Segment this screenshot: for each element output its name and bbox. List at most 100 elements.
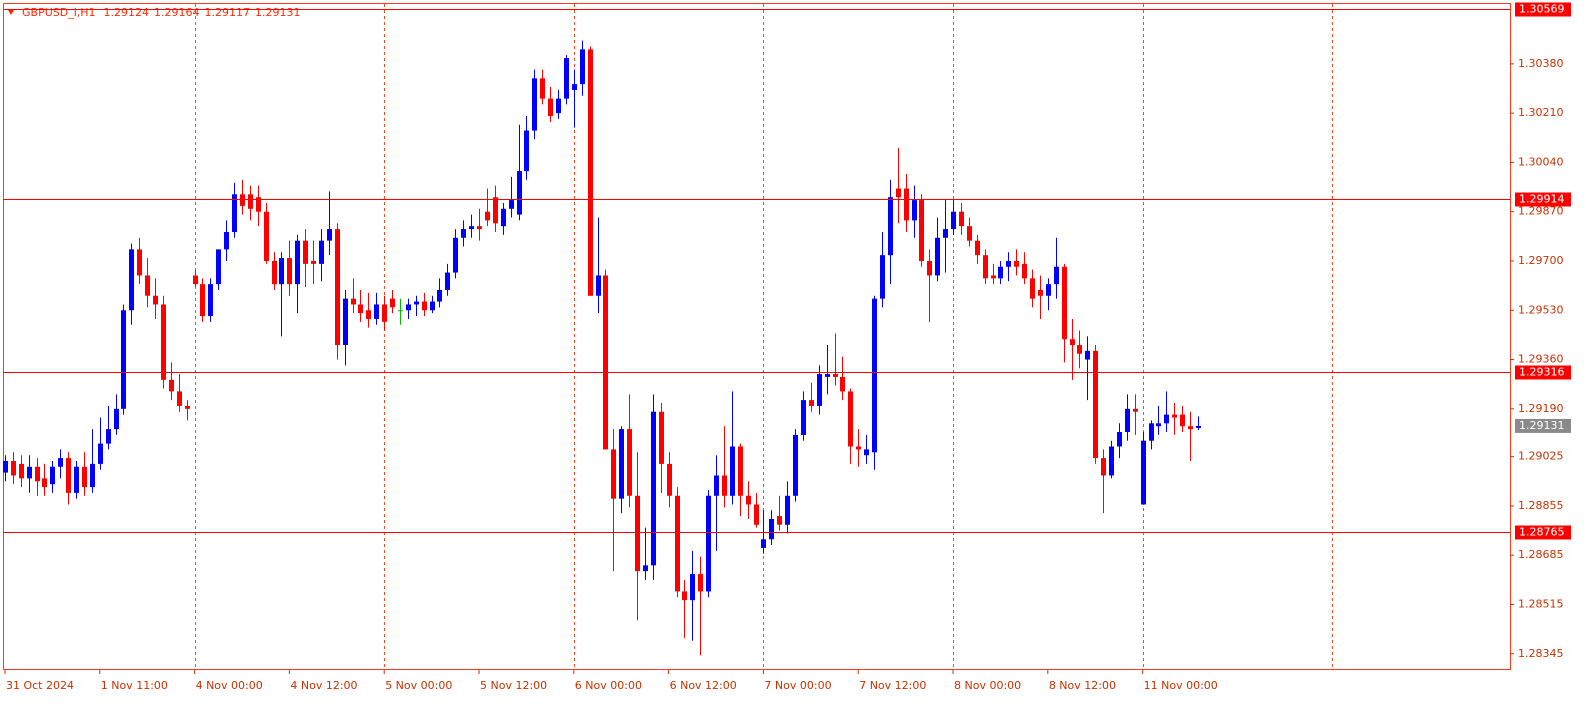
candle-body: [1180, 414, 1185, 427]
x-tick-label: 7 Nov 00:00: [764, 679, 831, 692]
candle-body: [493, 197, 498, 224]
x-tick-label: 4 Nov 00:00: [196, 679, 263, 692]
y-tick-label: 1.30210: [1518, 106, 1564, 119]
candle-body: [619, 429, 624, 499]
level-label: 1.30569: [1519, 3, 1565, 16]
x-tick-label: 5 Nov 12:00: [480, 679, 547, 692]
candle-body: [524, 130, 529, 172]
candle-body: [303, 240, 308, 264]
candle-body: [611, 449, 616, 499]
candle-body: [390, 298, 395, 308]
candle-body: [406, 304, 411, 311]
candle-body: [690, 574, 695, 601]
candle-body: [90, 463, 95, 488]
candle-body: [248, 194, 253, 209]
candle-body: [200, 284, 205, 317]
candle-body: [817, 374, 822, 406]
candle-body: [19, 463, 24, 479]
candle-body: [809, 400, 814, 406]
candle-body: [785, 495, 790, 525]
candle-body: [295, 240, 300, 285]
candle-body: [532, 78, 537, 131]
candle-body: [675, 495, 680, 592]
candle-body: [50, 466, 55, 485]
candle-body: [106, 429, 111, 444]
candle-body: [224, 231, 229, 250]
candle-body: [1093, 350, 1098, 459]
candle-body: [738, 446, 743, 496]
candle-body: [801, 400, 806, 435]
candle-body: [98, 443, 103, 464]
candle-body: [1149, 423, 1154, 441]
candle-body: [983, 255, 988, 279]
candle-body: [66, 458, 71, 493]
candle-body: [1156, 423, 1161, 427]
candle-body: [208, 284, 213, 317]
candle-body: [596, 275, 601, 296]
y-tick-label: 1.30380: [1518, 57, 1564, 70]
candle-body: [58, 458, 63, 467]
candle-body: [761, 539, 766, 548]
candle-body: [927, 260, 932, 276]
level-label-box: [1515, 365, 1571, 380]
y-tick-label: 1.30040: [1518, 155, 1564, 168]
candle-body: [335, 229, 340, 346]
candle-body: [1030, 278, 1035, 299]
candle-body: [287, 258, 292, 285]
candle-body: [1172, 414, 1177, 418]
candle-body: [825, 374, 830, 377]
candle-body: [35, 466, 40, 482]
close-value: 1.29131: [255, 6, 301, 19]
candle-body: [1077, 345, 1082, 354]
candle-body: [856, 446, 861, 450]
candle-body: [1196, 425, 1201, 428]
candle-body: [517, 171, 522, 215]
candle-body: [777, 516, 782, 525]
candle-body: [319, 240, 324, 264]
candle-body: [714, 475, 719, 496]
candle-body: [177, 391, 182, 406]
candle-body: [564, 58, 569, 99]
y-tick-label: 1.28685: [1518, 548, 1564, 561]
y-tick-label: 1.29870: [1518, 205, 1564, 218]
candle-body: [398, 310, 403, 312]
candle-body: [991, 275, 996, 279]
candle-body: [935, 237, 940, 276]
candle-body: [754, 504, 759, 525]
candle-body: [256, 197, 261, 212]
candle-body: [919, 200, 924, 261]
x-tick-label: 8 Nov 12:00: [1049, 679, 1116, 692]
x-tick-label: 5 Nov 00:00: [385, 679, 452, 692]
candle-body: [975, 240, 980, 256]
candle-body: [659, 411, 664, 464]
candle-body: [588, 49, 593, 296]
candle-body: [343, 298, 348, 346]
candle-body: [880, 255, 885, 299]
level-label: 1.29914: [1519, 193, 1565, 206]
candle-body: [572, 84, 577, 90]
candle-body: [137, 249, 142, 276]
candle-body: [1125, 408, 1130, 433]
x-tick-label: 8 Nov 00:00: [954, 679, 1021, 692]
candle-body: [42, 478, 47, 488]
current-price-label: 1.29131: [1519, 419, 1565, 432]
candle-body: [121, 310, 126, 409]
level-label-box: [1515, 192, 1571, 207]
current-price-box: [1515, 418, 1571, 433]
candle-body: [1085, 350, 1090, 360]
candle-body: [872, 298, 877, 453]
plot-frame: [3, 3, 1511, 670]
candle-body: [730, 446, 735, 496]
candle-body: [437, 289, 442, 302]
candle-body: [1014, 260, 1019, 267]
x-tick-label: 6 Nov 00:00: [575, 679, 642, 692]
symbol: GBPUSD_i,H1: [22, 6, 96, 19]
candle-body: [627, 429, 632, 496]
x-tick-label: 6 Nov 12:00: [670, 679, 737, 692]
candle-body: [509, 200, 514, 209]
level-label: 1.28765: [1519, 526, 1565, 539]
candle-body: [904, 188, 909, 221]
y-tick-label: 1.29700: [1518, 254, 1564, 267]
candle-body: [129, 249, 134, 311]
